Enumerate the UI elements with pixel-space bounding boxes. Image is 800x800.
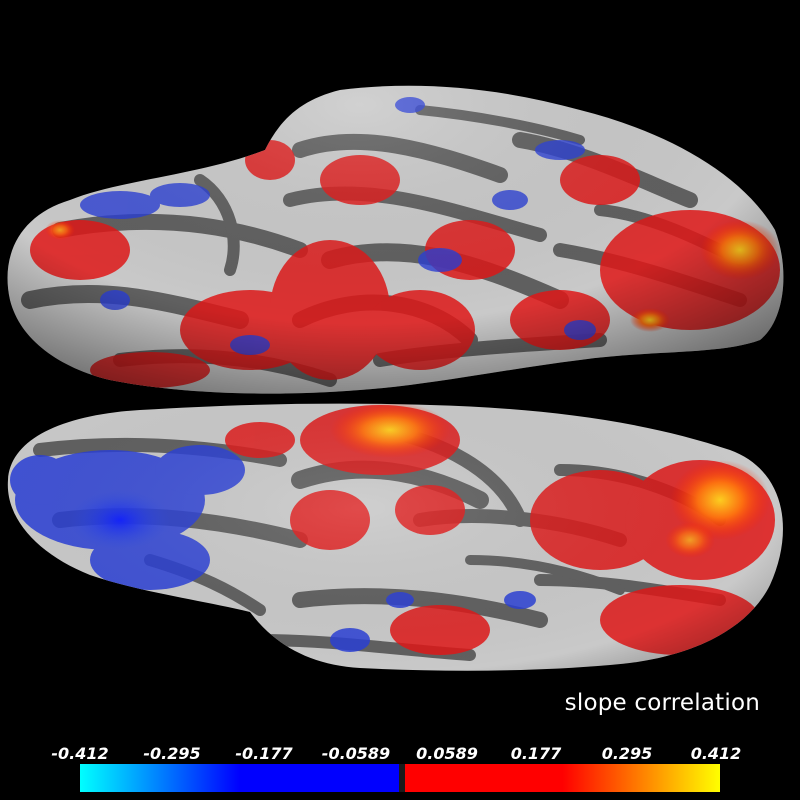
colorbar-tick-label: -0.0589: [321, 744, 391, 763]
colorbar-tick-label: 0.295: [601, 744, 653, 763]
colorbar-tick-label: 0.177: [510, 744, 562, 763]
colorbar-negative-range: [80, 764, 399, 792]
colorbar-tick-label: 0.412: [690, 744, 742, 763]
colorbar-tick-label: -0.412: [51, 744, 109, 763]
colorbar-tick-label: -0.177: [235, 744, 293, 763]
colorbar-threshold-gap: [399, 764, 405, 792]
colorbar: [80, 764, 720, 792]
metric-label: slope correlation: [564, 690, 760, 716]
colorbar-tick-label: -0.295: [143, 744, 201, 763]
colorbar-positive-range: [405, 764, 720, 792]
upper-hemisphere-surface: [7, 85, 784, 394]
lower-hemisphere-surface: [7, 403, 783, 671]
colorbar-tick-label: 0.0589: [416, 744, 478, 763]
